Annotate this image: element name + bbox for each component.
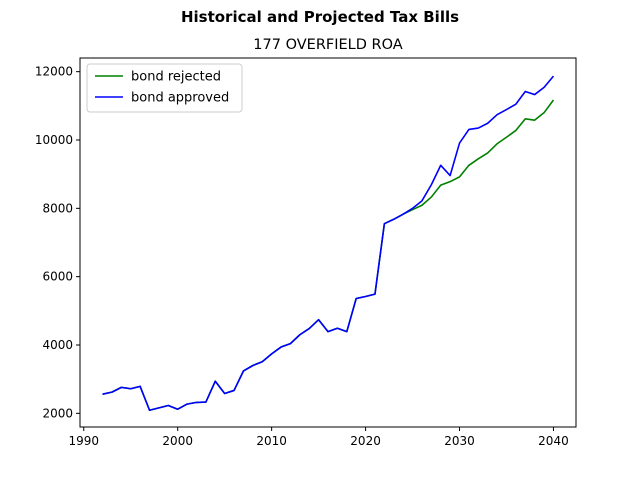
y-tick-label: 2000 bbox=[42, 406, 73, 420]
x-tick-label: 2040 bbox=[538, 434, 569, 448]
series-line-bond-approved bbox=[102, 75, 555, 412]
chart-title: 177 OVERFIELD ROA bbox=[253, 37, 402, 53]
y-tick-label: 10000 bbox=[35, 133, 73, 147]
y-tick-label: 12000 bbox=[35, 65, 73, 79]
y-tick-label: 4000 bbox=[42, 338, 73, 352]
legend: bond rejected bond approved bbox=[86, 63, 243, 113]
x-tick-label: 2030 bbox=[444, 434, 475, 448]
x-tick-label: 1990 bbox=[68, 434, 99, 448]
plot-area: 1990 2000 2010 2020 2030 2040 2000 4000 6000 800… bbox=[35, 57, 577, 448]
x-tick-label: 2010 bbox=[256, 434, 287, 448]
legend-label: bond rejected bbox=[131, 70, 221, 85]
legend-label: bond approved bbox=[131, 91, 229, 106]
y-tick-label: 8000 bbox=[42, 201, 73, 215]
x-tick-label: 2000 bbox=[162, 434, 193, 448]
axes-frame bbox=[79, 57, 577, 428]
x-tick-label: 2020 bbox=[350, 434, 381, 448]
series-line-bond-rejected bbox=[102, 99, 555, 412]
series-layer bbox=[102, 75, 555, 412]
chart-suptitle: Historical and Projected Tax Bills bbox=[181, 8, 459, 26]
y-axis: 2000 4000 6000 8000 10000 12000 bbox=[35, 65, 80, 420]
legend-box bbox=[86, 63, 243, 113]
x-axis: 1990 2000 2010 2020 2030 2040 bbox=[68, 427, 569, 448]
y-tick-label: 6000 bbox=[42, 270, 73, 284]
